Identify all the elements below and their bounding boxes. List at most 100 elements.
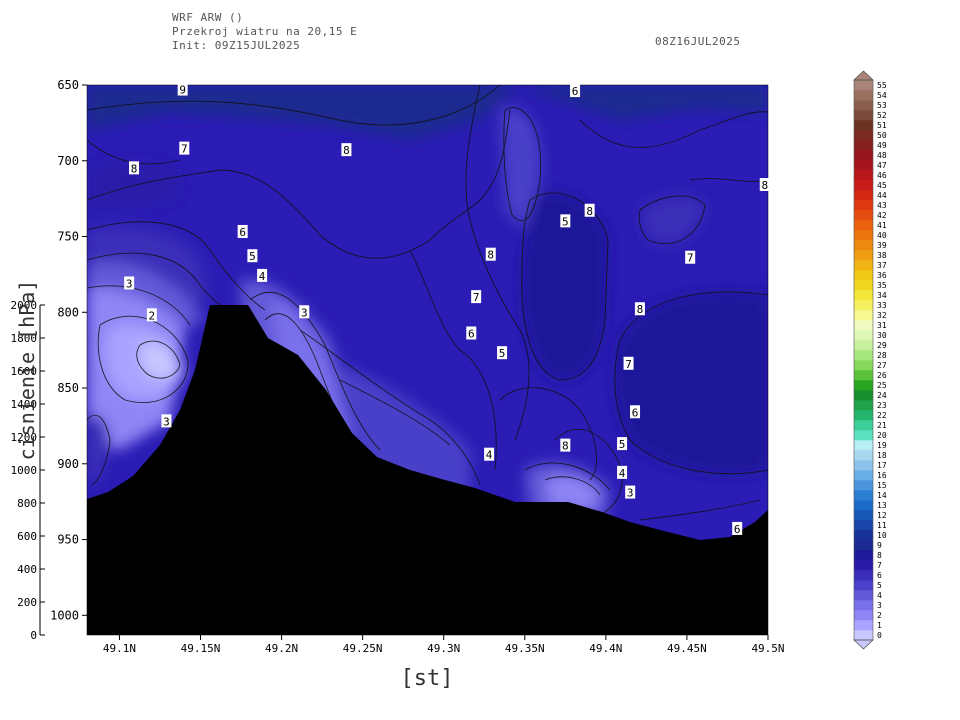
colorbar-segment	[854, 580, 873, 591]
colorbar-label: 51	[877, 121, 887, 130]
colorbar-segment	[854, 490, 873, 501]
contour-label-box	[299, 305, 310, 319]
height-tick-label: 1200	[11, 431, 38, 444]
x-tick-label: 49.25N	[343, 642, 383, 655]
colorbar-segment	[854, 510, 873, 521]
colorbar-segment	[854, 370, 873, 381]
contour-label: 2	[149, 309, 156, 322]
init-time: Init: 09Z15JUL2025	[172, 39, 301, 52]
contour-label: 5	[562, 215, 569, 228]
contour-label: 6	[734, 523, 741, 536]
contour-label-box	[625, 485, 636, 499]
colorbar-segment	[854, 170, 873, 181]
colorbar-segment	[854, 310, 873, 321]
colorbar-segment	[854, 130, 873, 141]
contour-label: 3	[163, 415, 170, 428]
colorbar-segment	[854, 390, 873, 401]
colorbar-label: 22	[877, 411, 887, 420]
colorbar-label: 21	[877, 421, 887, 430]
colorbar-label: 43	[877, 201, 887, 210]
x-axis: 49.1N 49.15N 49.2N 49.25N 49.3N 49.35N 49.4N 49…	[103, 635, 785, 655]
contour-label: 7	[473, 291, 480, 304]
colorbar-segment	[854, 470, 873, 481]
colorbar-label: 17	[877, 461, 887, 470]
colorbar-segment	[854, 160, 873, 171]
colorbar-label: 45	[877, 181, 887, 190]
colorbar-frame	[853, 79, 874, 641]
height-tick-label: 800	[17, 497, 37, 510]
contour-label-box	[634, 302, 645, 316]
colorbar-label: 23	[877, 401, 887, 410]
colorbar-segment	[854, 350, 873, 361]
colorbar-label: 19	[877, 441, 887, 450]
colorbar-label: 32	[877, 311, 887, 320]
colorbar-label: 52	[877, 111, 887, 120]
colorbar-label: 7	[877, 561, 882, 570]
colorbar-segment	[854, 520, 873, 531]
colorbar-label: 13	[877, 501, 887, 510]
colorbar-label: 20	[877, 431, 887, 440]
contour-label-box	[179, 141, 190, 155]
x-tick-label: 49.15N	[181, 642, 221, 655]
colorbar-label: 36	[877, 271, 887, 280]
colorbar-label: 47	[877, 161, 887, 170]
contour-label-box	[497, 346, 508, 360]
colorbar-segment	[854, 190, 873, 201]
colorbar-segment	[854, 220, 873, 231]
contour-label-box	[560, 214, 571, 228]
colorbar-segment	[854, 560, 873, 571]
colorbar-label: 16	[877, 471, 887, 480]
contour-label: 9	[179, 84, 186, 97]
colorbar-segment	[854, 570, 873, 581]
colorbar-label: 33	[877, 301, 887, 310]
contour-label: 5	[249, 250, 256, 263]
contour-label-box	[617, 465, 628, 479]
contour-label: 8	[562, 440, 569, 453]
contour-label: 6	[632, 406, 639, 419]
colorbar-label: 3	[877, 601, 882, 610]
colorbar-segment	[854, 340, 873, 351]
contour-label-box	[177, 82, 188, 96]
colorbar-segment	[854, 530, 873, 541]
colorbar-label: 11	[877, 521, 887, 530]
colorbar-segment	[854, 400, 873, 411]
y-axis-height-label: cisnienie [hPa]	[15, 280, 39, 461]
colorbar-segment	[854, 90, 873, 101]
contour-label-box	[237, 224, 248, 238]
x-tick-label: 49.35N	[505, 642, 545, 655]
contour-label: 8	[761, 179, 768, 192]
colorbar-label: 49	[877, 141, 887, 150]
colorbar-segment	[854, 550, 873, 561]
height-tick-label: 400	[17, 563, 37, 576]
colorbar-label: 6	[877, 571, 882, 580]
colorbar-label: 12	[877, 511, 887, 520]
y-tick-label: 900	[57, 457, 79, 471]
colorbar-label: 27	[877, 361, 887, 370]
colorbar-segment	[854, 260, 873, 271]
x-tick-label: 49.1N	[103, 642, 136, 655]
contour-label: 7	[687, 252, 694, 265]
height-tick-label: 1000	[11, 464, 38, 477]
colorbar-label: 29	[877, 341, 887, 350]
contour-label: 6	[239, 226, 246, 239]
contour-label: 6	[572, 85, 579, 98]
colorbar-segment	[854, 180, 873, 191]
colorbar-segment	[854, 480, 873, 491]
x-tick-label: 49.2N	[265, 642, 298, 655]
colorbar-segment	[854, 540, 873, 551]
colorbar-label: 55	[877, 81, 887, 90]
colorbar-segment	[854, 610, 873, 621]
valid-time: 08Z16JUL2025	[655, 35, 741, 48]
contour-label-box	[759, 178, 770, 191]
model-title: WRF ARW ()	[172, 11, 244, 24]
contour-label-box	[584, 203, 595, 217]
height-tick-label: 200	[17, 596, 37, 609]
contour-label: 4	[486, 449, 493, 462]
height-tick-label: 0	[30, 629, 37, 642]
contour-label: 6	[468, 327, 475, 340]
colorbar-segment	[854, 250, 873, 261]
plot-frame	[86, 84, 769, 636]
colorbar-label: 41	[877, 221, 887, 230]
colorbar-segment	[854, 270, 873, 281]
